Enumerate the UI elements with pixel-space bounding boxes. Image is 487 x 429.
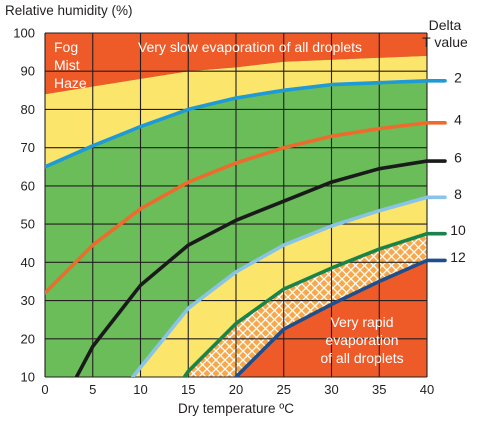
legend-label-12: 12 xyxy=(450,249,466,265)
y-tick-label: 100 xyxy=(13,26,35,41)
y-tick-label: 90 xyxy=(21,64,35,79)
tick-labels: 0 5 10 15 20 25 30 35 40 10 20 30 40 50 60 70 80 90 100 xyxy=(13,26,434,398)
x-axis-title: Dry temperature ºC xyxy=(178,401,294,416)
x-tick-label: 0 xyxy=(41,382,48,397)
zone-yellow-mid xyxy=(132,197,427,377)
y-tick-label: 70 xyxy=(21,140,35,155)
x-tick-label: 40 xyxy=(420,382,434,397)
series-line-10 xyxy=(182,231,427,377)
x-tick-label: 20 xyxy=(229,382,243,397)
y-tick-label: 60 xyxy=(21,178,35,193)
series-line-12 xyxy=(234,258,427,377)
zone-hatch xyxy=(184,233,427,377)
x-tick-label: 10 xyxy=(133,382,147,397)
rapid-evaporation-line-3: of all droplets xyxy=(320,350,403,366)
y-tick-label: 80 xyxy=(21,102,35,117)
haze-label: Haze xyxy=(54,75,87,91)
legend-label-4: 4 xyxy=(454,111,462,127)
rapid-evaporation-line-1: Very rapid xyxy=(330,314,393,330)
legend-title-line-2: T value xyxy=(422,34,468,50)
y-tick-label: 20 xyxy=(21,331,35,346)
legend-label-10: 10 xyxy=(450,222,466,238)
legend-label-2: 2 xyxy=(454,69,462,85)
x-tick-label: 15 xyxy=(181,382,195,397)
x-tick-label: 30 xyxy=(324,382,338,397)
slow-evaporation-label: Very slow evaporation of all droplets xyxy=(138,39,362,55)
y-axis-title: Relative humidity (%) xyxy=(5,3,133,18)
rapid-evaporation-line-2: evaporation xyxy=(325,332,398,348)
x-tick-label: 5 xyxy=(89,382,96,397)
y-tick-label: 40 xyxy=(21,255,35,270)
mist-label: Mist xyxy=(54,57,80,73)
x-tick-label: 35 xyxy=(372,382,386,397)
legend-marks: 2 4 6 8 10 12 xyxy=(425,69,466,265)
y-tick-label: 50 xyxy=(21,217,35,232)
series-lines xyxy=(45,79,427,377)
series-line-8 xyxy=(131,195,427,377)
series-line-6 xyxy=(74,159,427,377)
legend-label-8: 8 xyxy=(454,186,462,202)
series-line-4 xyxy=(45,121,427,295)
x-tick-label: 25 xyxy=(277,382,291,397)
legend-label-6: 6 xyxy=(454,150,462,166)
legend-title-line-1: Delta xyxy=(429,17,462,33)
series-line-2 xyxy=(45,79,427,169)
y-tick-label: 30 xyxy=(21,293,35,308)
y-tick-label: 10 xyxy=(21,370,35,385)
fog-label: Fog xyxy=(54,39,78,55)
